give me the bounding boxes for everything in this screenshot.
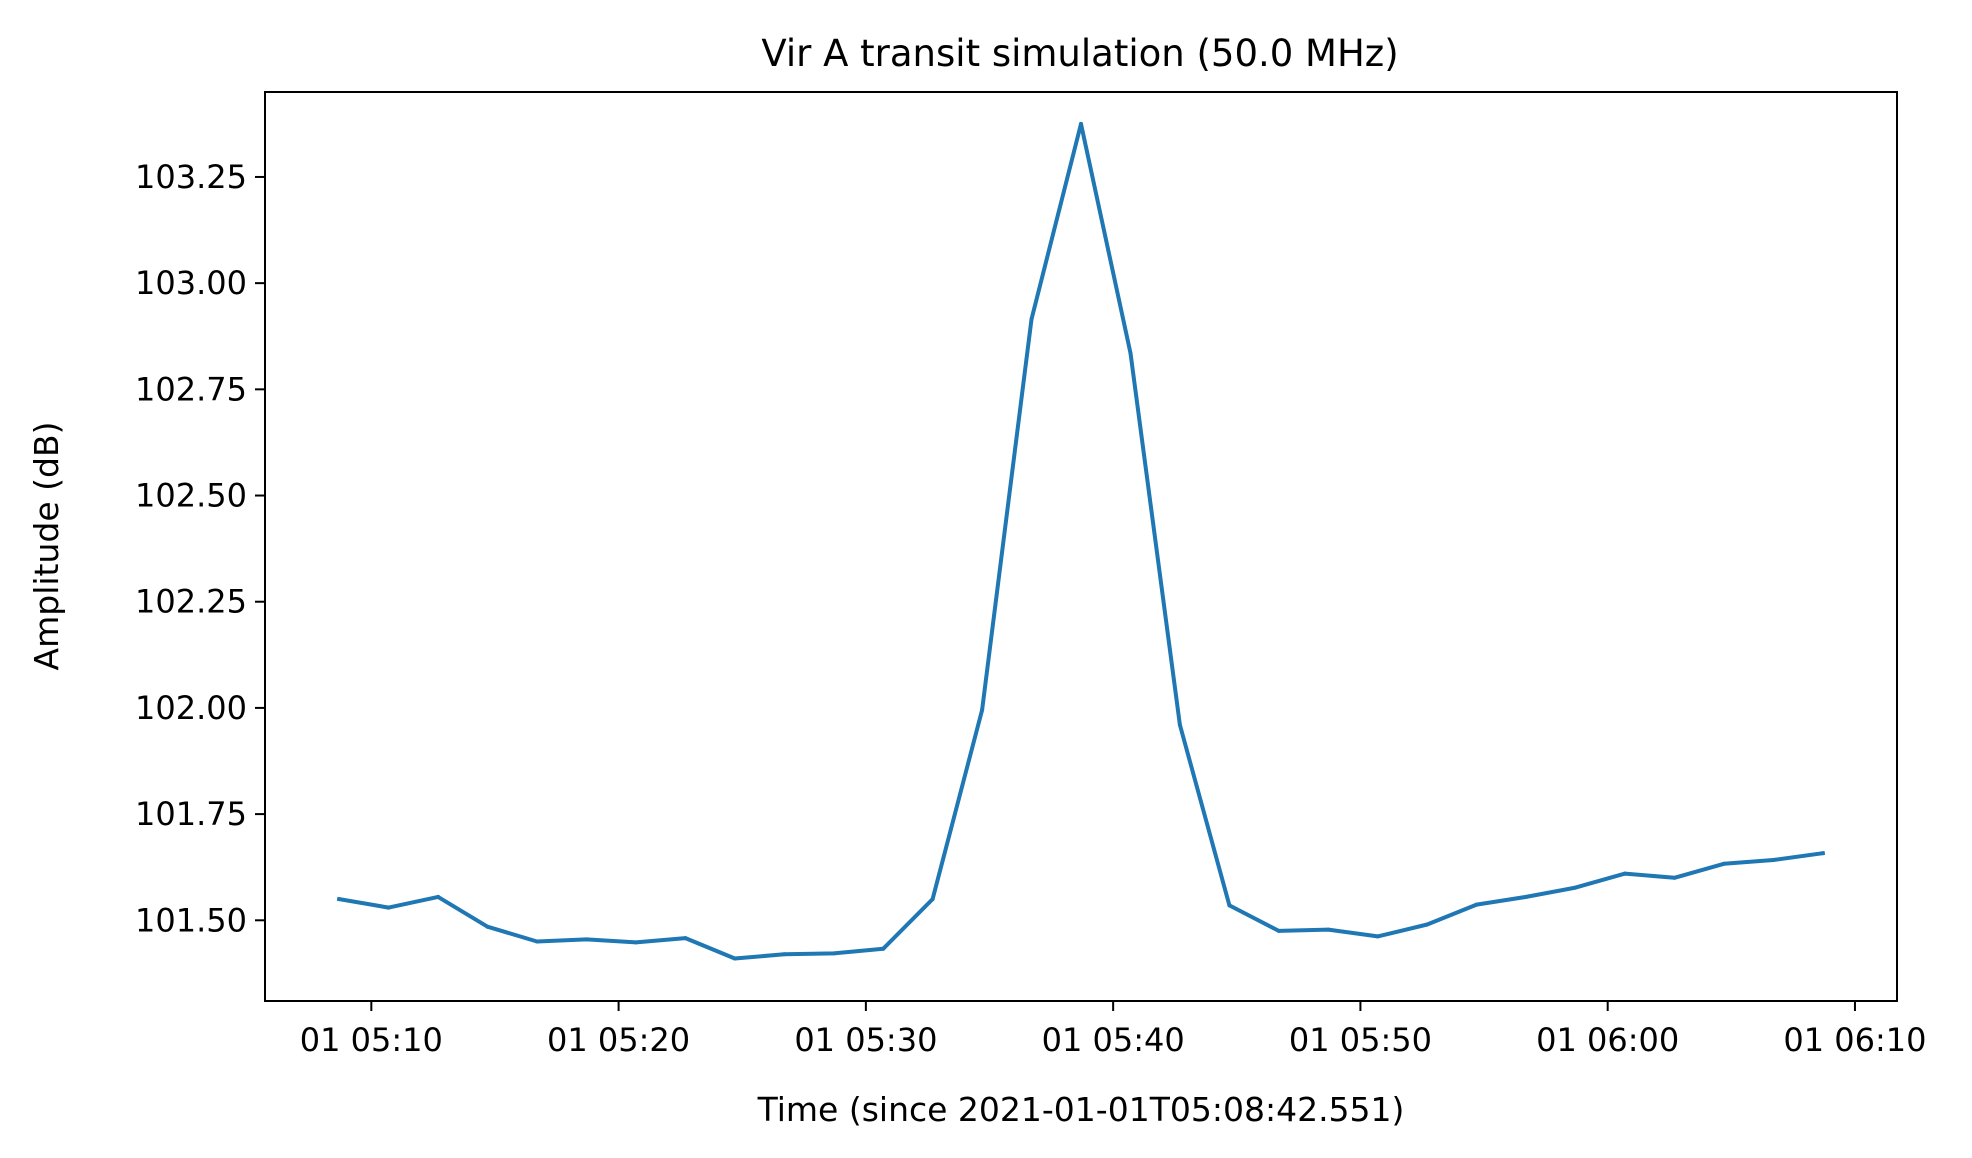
data-point <box>386 905 391 910</box>
data-point <box>1474 902 1479 907</box>
data-point <box>1721 861 1726 866</box>
data-point <box>1029 317 1034 322</box>
data-point <box>1079 121 1083 126</box>
data-point <box>436 894 441 899</box>
x-tick-label: 01 06:00 <box>1536 1021 1679 1059</box>
axes-frame <box>264 91 1898 1002</box>
x-axis-ticks: 01 05:10 01 05:20 01 05:30 01 05:40 01 05:50… <box>300 1001 1927 1059</box>
data-point <box>732 956 737 961</box>
data-point <box>1820 851 1825 856</box>
data-point <box>485 924 490 929</box>
y-tick-label: 102.00 <box>135 689 247 727</box>
y-tick-label: 101.50 <box>135 901 247 939</box>
data-point <box>1524 894 1529 899</box>
plot-area <box>336 121 1826 961</box>
data-point <box>1623 871 1627 876</box>
x-tick-label: 01 05:50 <box>1289 1021 1432 1059</box>
data-point <box>535 939 539 944</box>
x-tick-label: 01 05:20 <box>547 1021 690 1059</box>
y-axis-ticks: 101.50 101.75 102.00 102.25 102.50 102.75 103.… <box>135 158 265 939</box>
data-point <box>633 940 638 945</box>
data-point <box>930 897 935 902</box>
x-tick-label: 01 05:40 <box>1042 1021 1185 1059</box>
data-point <box>1425 922 1430 927</box>
data-point <box>1128 351 1133 356</box>
y-tick-label: 102.75 <box>135 370 247 408</box>
data-point <box>1177 722 1182 727</box>
data-point <box>831 951 836 956</box>
data-point <box>782 952 787 957</box>
data-point <box>337 897 342 902</box>
data-point <box>1276 928 1281 933</box>
x-tick-label: 01 05:10 <box>300 1021 443 1059</box>
y-axis-label: Amplitude (dB) <box>27 422 66 671</box>
x-axis-label: Time (since 2021-01-01T05:08:42.551) <box>757 1090 1405 1129</box>
y-tick-label: 103.00 <box>135 264 247 302</box>
data-point <box>1672 875 1677 880</box>
data-point <box>1227 903 1232 908</box>
data-point <box>881 946 886 951</box>
chart-title: Vir A transit simulation (50.0 MHz) <box>761 32 1398 75</box>
y-tick-label: 102.25 <box>135 583 247 621</box>
data-point <box>1326 927 1331 932</box>
data-point <box>1573 885 1578 890</box>
x-tick-label: 01 06:10 <box>1783 1021 1926 1059</box>
data-point <box>683 936 688 941</box>
y-tick-label: 101.75 <box>135 795 247 833</box>
y-tick-label: 103.25 <box>135 158 247 196</box>
data-point <box>1771 858 1776 862</box>
data-point <box>980 708 985 712</box>
data-point <box>1375 934 1380 939</box>
y-tick-label: 102.50 <box>135 477 247 515</box>
x-tick-label: 01 05:30 <box>794 1021 937 1059</box>
data-point <box>584 937 589 942</box>
